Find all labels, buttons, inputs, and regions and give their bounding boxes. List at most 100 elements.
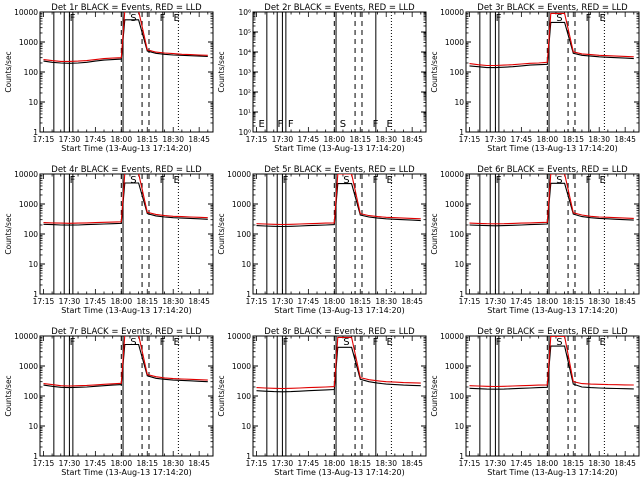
chart-panel-9: Det 9r BLACK = Events, RED = LLD 1 10 100 10… <box>430 327 640 477</box>
marker-label: F <box>160 13 166 24</box>
y-tick-label: 1000 <box>232 200 251 209</box>
y-tick-label: 1000 <box>445 362 464 371</box>
y-tick-label: 10 <box>28 260 38 269</box>
x-tick-label: 17:45 <box>85 297 107 306</box>
chart-title: Det 7r BLACK = Events, RED = LLD <box>51 327 202 337</box>
marker-label: E <box>173 13 179 24</box>
marker-label: F <box>283 337 289 348</box>
marker-label: E <box>386 119 392 130</box>
y-tick-label: 1 <box>33 290 38 299</box>
y-tick-label: 1000 <box>445 200 464 209</box>
x-tick-label: 17:45 <box>85 459 107 468</box>
marker-label: F <box>586 337 592 348</box>
y-tick-label: 10 <box>454 422 464 431</box>
y-axis-label: Counts/sec <box>430 375 439 416</box>
series-line-lld <box>43 336 208 387</box>
plot-frame <box>465 335 640 457</box>
y-tick-label: 10⁰ <box>238 128 251 137</box>
x-tick-label: 17:30 <box>272 297 294 306</box>
series-line-events <box>469 182 634 227</box>
y-tick-label: 10 <box>241 260 251 269</box>
marker-label: S <box>556 13 562 24</box>
y-tick-label: 10¹ <box>238 108 251 117</box>
series-line-lld <box>43 174 208 224</box>
x-tick-label: 17:45 <box>511 135 533 144</box>
marker-label: F <box>283 175 289 186</box>
series-line-events <box>43 19 208 64</box>
chart-title: Det 4r BLACK = Events, RED = LLD <box>51 165 202 175</box>
x-tick-label: 18:00 <box>536 297 558 306</box>
y-axis-label: Counts/sec <box>217 51 226 92</box>
x-tick-label: 17:15 <box>459 459 481 468</box>
marker-label: F <box>373 175 379 186</box>
x-tick-label: 18:45 <box>614 135 636 144</box>
y-tick-label: 1 <box>459 128 464 137</box>
marker-label: S <box>556 337 562 348</box>
marker-label: F <box>496 175 502 186</box>
y-tick-label: 10 <box>28 422 38 431</box>
x-tick-label: 17:30 <box>485 297 507 306</box>
y-tick-label: 10000 <box>227 332 251 341</box>
x-tick-label: 17:45 <box>298 135 320 144</box>
y-axis-label: Counts/sec <box>217 213 226 254</box>
marker-label: F <box>288 119 294 130</box>
x-tick-label: 18:45 <box>188 459 210 468</box>
x-tick-label: 17:15 <box>459 297 481 306</box>
x-tick-label: 18:15 <box>136 135 158 144</box>
y-tick-label: 1 <box>33 452 38 461</box>
x-tick-label: 17:15 <box>33 297 55 306</box>
x-tick-label: 18:15 <box>136 459 158 468</box>
y-tick-label: 10000 <box>440 8 464 17</box>
marker-label: S <box>340 119 346 130</box>
chart-title: Det 2r BLACK = Events, RED = LLD <box>264 3 415 13</box>
x-tick-label: 17:30 <box>59 135 81 144</box>
marker-label: F <box>160 175 166 186</box>
y-axis-label: Counts/sec <box>430 51 439 92</box>
y-tick-label: 100 <box>450 230 465 239</box>
marker-label: E <box>386 175 392 186</box>
x-tick-label: 18:45 <box>401 297 423 306</box>
x-axis-label: Start Time (13-Aug-13 17:14:20) <box>274 144 405 153</box>
marker-label: E <box>599 337 605 348</box>
y-tick-label: 10² <box>238 88 251 97</box>
x-axis-label: Start Time (13-Aug-13 17:14:20) <box>487 144 618 153</box>
marker-label: E <box>599 175 605 186</box>
x-tick-label: 18:45 <box>401 459 423 468</box>
plot-frame <box>252 335 427 457</box>
x-tick-label: 17:45 <box>85 135 107 144</box>
plot-frame <box>252 173 427 295</box>
x-tick-label: 18:15 <box>562 459 584 468</box>
y-tick-label: 100 <box>24 230 39 239</box>
series-line-events <box>43 343 208 389</box>
marker-label: F <box>586 175 592 186</box>
series-line-events <box>469 21 634 69</box>
plot-frame <box>465 173 640 295</box>
x-tick-label: 18:00 <box>110 135 132 144</box>
y-tick-label: 10⁴ <box>238 48 251 57</box>
marker-label: S <box>343 175 349 186</box>
x-tick-label: 18:45 <box>188 135 210 144</box>
marker-label: S <box>130 13 136 24</box>
x-tick-label: 17:15 <box>246 135 268 144</box>
x-axis-label: Start Time (13-Aug-13 17:14:20) <box>61 144 192 153</box>
y-tick-label: 10 <box>454 98 464 107</box>
marker-label: S <box>130 175 136 186</box>
x-tick-label: 17:15 <box>459 135 481 144</box>
plot-frame <box>39 11 214 133</box>
y-tick-label: 10 <box>28 98 38 107</box>
x-tick-label: 18:30 <box>588 459 610 468</box>
x-tick-label: 18:30 <box>162 297 184 306</box>
chart-title: Det 8r BLACK = Events, RED = LLD <box>264 327 415 337</box>
y-tick-label: 10000 <box>440 170 464 179</box>
marker-label: E <box>599 13 605 24</box>
x-tick-label: 17:30 <box>59 459 81 468</box>
x-tick-label: 17:45 <box>298 459 320 468</box>
marker-label: S <box>556 175 562 186</box>
y-tick-label: 10 <box>454 260 464 269</box>
y-tick-label: 1 <box>459 452 464 461</box>
marker-label: E <box>258 119 264 130</box>
y-tick-label: 100 <box>237 392 252 401</box>
chart-panel-2: Det 2r BLACK = Events, RED = LLD 10⁰ 10¹ 10… <box>217 3 427 153</box>
y-tick-label: 10³ <box>238 68 251 77</box>
